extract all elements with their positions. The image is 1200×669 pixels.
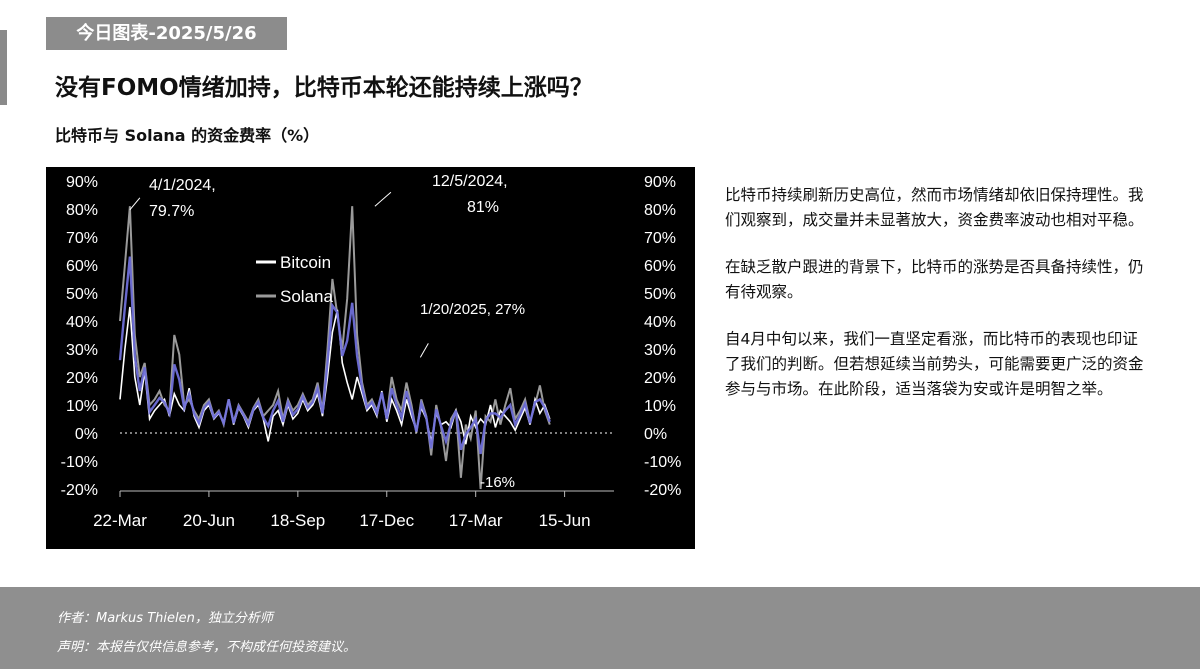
y-tick-label-right: 10% (644, 398, 676, 415)
annotation-text: 1/20/2025, 27% (420, 301, 525, 318)
chart-subtitle: 比特币与 Solana 的资金费率（%） (55, 126, 320, 145)
annotation-text: 79.7% (149, 203, 194, 220)
annotation-text: 12/5/2024, (432, 173, 508, 190)
commentary-paragraph-1: 比特币持续刷新历史高位，然而市场情绪却依旧保持理性。我们观察到，成交量并未显著放… (725, 186, 1144, 229)
funding-overlay-line (118, 256, 551, 455)
y-tick-label-right: 0% (644, 426, 667, 443)
y-tick-label-left: -20% (61, 482, 98, 499)
y-tick-label-right: 90% (644, 174, 676, 191)
y-tick-label-left: 30% (66, 342, 98, 359)
annotation-text: 81% (467, 199, 499, 216)
y-tick-label-left: 60% (66, 258, 98, 275)
x-tick-label: 20-Jun (183, 511, 235, 530)
date-tag: 今日图表-2025/5/26 (46, 17, 287, 50)
commentary-paragraph-3: 自4月中旬以来，我们一直坚定看涨，而比特币的表现也印证了我们的判断。但若想延续当… (725, 330, 1144, 398)
annotation-leader (419, 343, 429, 358)
y-tick-label-left: 70% (66, 230, 98, 247)
x-tick-label: 18-Sep (270, 511, 325, 530)
annotation-leader (129, 197, 141, 211)
y-tick-label-right: 60% (644, 258, 676, 275)
y-tick-label-right: -20% (644, 482, 681, 499)
legend-label-bitcoin: Bitcoin (280, 253, 331, 272)
y-tick-label-left: 40% (66, 314, 98, 331)
y-tick-label-right: 50% (644, 286, 676, 303)
annotation-leader (374, 191, 392, 207)
y-tick-label-left: 90% (66, 174, 98, 191)
disclaimer-line: 声明：本报告仅供信息参考，不构成任何投资建议。 (57, 640, 357, 655)
x-tick-label: 17-Dec (359, 511, 414, 530)
y-tick-label-left: 20% (66, 370, 98, 387)
y-tick-label-right: 80% (644, 202, 676, 219)
solana-line (119, 206, 551, 490)
left-accent-bar (0, 30, 7, 105)
y-tick-label-right: 70% (644, 230, 676, 247)
y-tick-label-right: 20% (644, 370, 676, 387)
funding-rate-chart-svg: 90% 90% 80% 80% 70% 70% 60% 60% 50% 50% 40% 40% 30% 3… (61, 173, 682, 530)
y-tick-label-left: -10% (61, 454, 98, 471)
footer: 作者：Markus Thielen，独立分析师 声明：本报告仅供信息参考，不构成… (0, 587, 1200, 669)
annotation-text: -16% (480, 474, 515, 491)
y-tick-label-left: 0% (75, 426, 98, 443)
y-tick-label-right: 30% (644, 342, 676, 359)
x-tick-label: 17-Mar (449, 511, 503, 530)
annotation-text: 4/1/2024, (149, 177, 216, 194)
author-line: 作者：Markus Thielen，独立分析师 (57, 611, 273, 626)
x-tick-label: 15-Jun (539, 511, 591, 530)
x-tick-label: 22-Mar (93, 511, 147, 530)
y-tick-label-left: 80% (66, 202, 98, 219)
commentary: 比特币持续刷新历史高位，然而市场情绪却依旧保持理性。我们观察到，成交量并未显著放… (725, 183, 1145, 424)
commentary-paragraph-2: 在缺乏散户跟进的背景下，比特币的涨势是否具备持续性，仍有待观察。 (725, 258, 1144, 301)
page-title: 没有FOMO情绪加持，比特币本轮还能持续上涨吗？ (55, 75, 593, 101)
y-tick-label-right: -10% (644, 454, 681, 471)
y-tick-label-left: 50% (66, 286, 98, 303)
y-tick-label-left: 10% (66, 398, 98, 415)
legend-label-solana: Solana (280, 287, 333, 306)
y-tick-label-right: 40% (644, 314, 676, 331)
funding-rate-chart: 90% 90% 80% 80% 70% 70% 60% 60% 50% 50% 40% 40% 30% 3… (46, 167, 695, 549)
